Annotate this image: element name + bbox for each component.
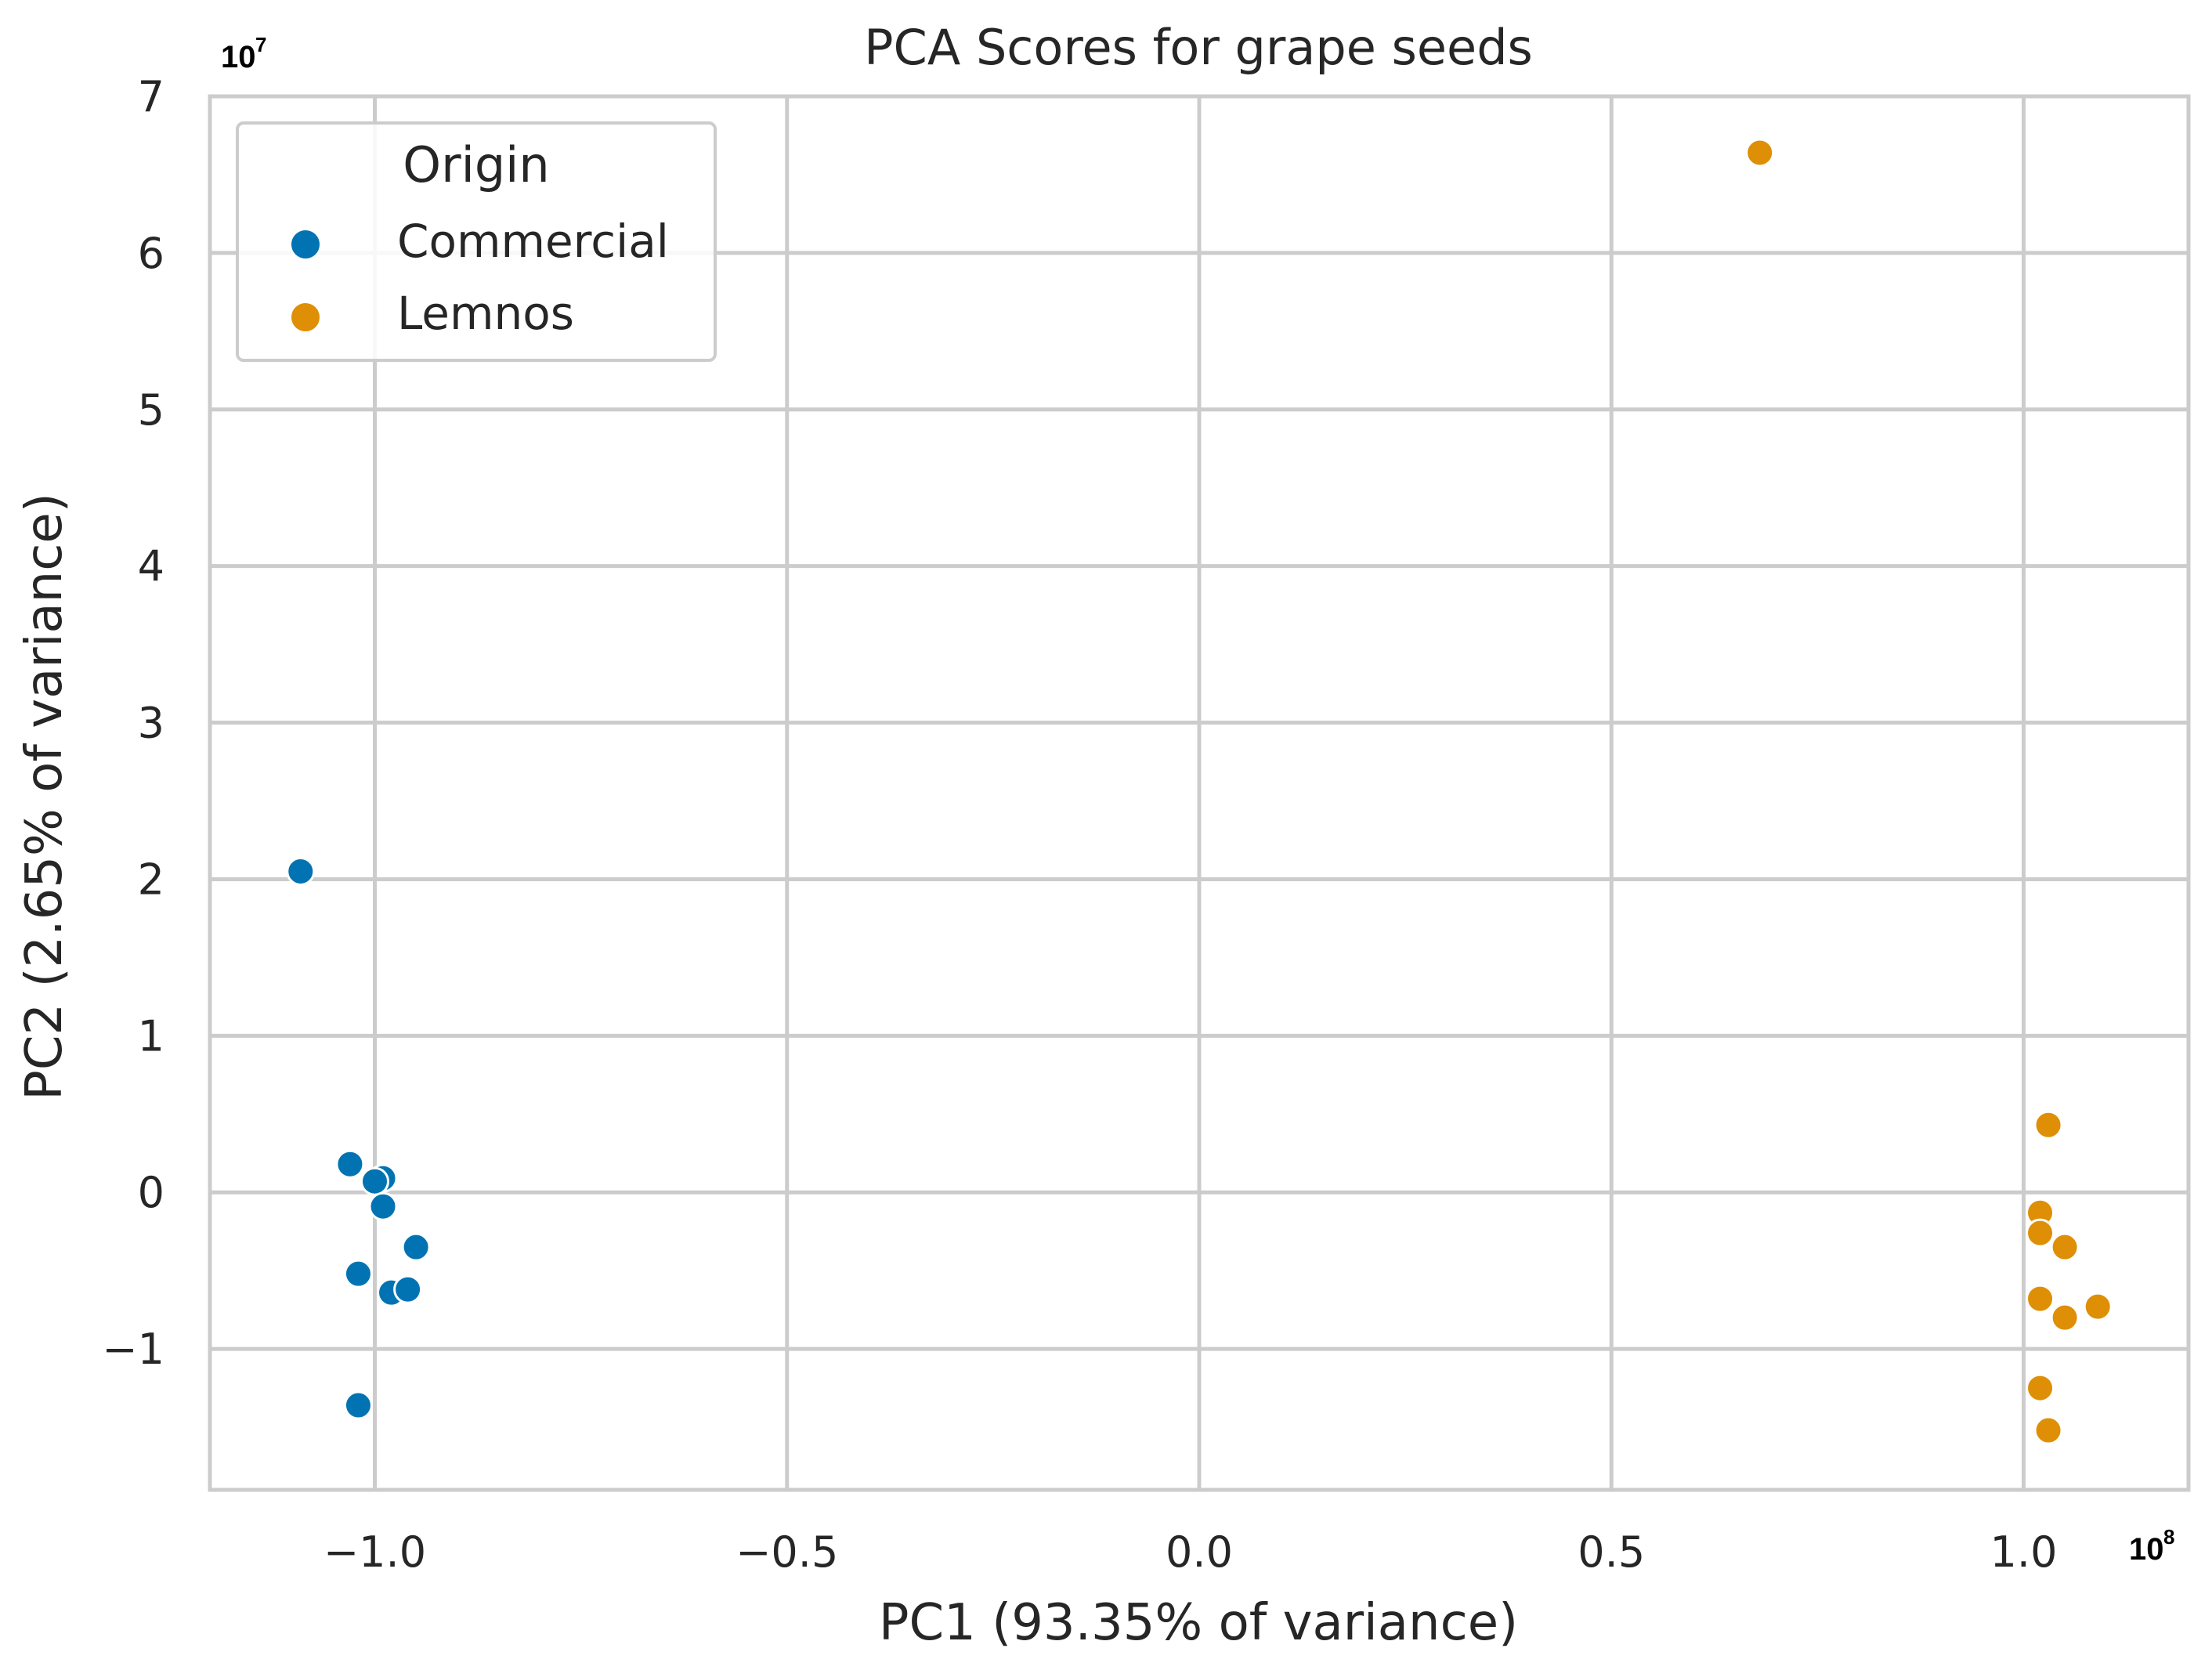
point-commercial: [368, 1191, 398, 1221]
x-axis-title: PC1 (93.35% of variance): [879, 1594, 1518, 1652]
legend-marker-lemnos: [290, 302, 321, 333]
x-tick-label: 0.5: [1578, 1527, 1645, 1577]
y-offset-exponent: 7: [255, 33, 266, 56]
y-axis-title: PC2 (2.65% of variance): [16, 493, 74, 1101]
data-points: [286, 138, 2113, 1445]
legend-marker-commercial: [290, 229, 321, 260]
point-lemnos: [1745, 138, 1775, 168]
point-lemnos: [2026, 1284, 2055, 1314]
legend-box: [236, 121, 717, 362]
point-lemnos: [2050, 1232, 2080, 1262]
legend-title: Origin: [403, 136, 549, 193]
point-lemnos: [2050, 1303, 2080, 1332]
y-tick-label: 1: [138, 1011, 164, 1061]
legend-label-lemnos: Lemnos: [397, 287, 574, 340]
x-tick-label: 0.0: [1166, 1527, 1233, 1577]
x-offset-base: 10: [2129, 1532, 2164, 1567]
point-commercial: [393, 1274, 423, 1304]
point-commercial: [401, 1232, 431, 1262]
x-offset-label: 10 8: [2129, 1525, 2174, 1567]
chart-title: PCA Scores for grape seeds: [864, 19, 1533, 76]
point-commercial: [343, 1390, 373, 1420]
y-tick-label: −1: [102, 1325, 164, 1374]
y-tick-label: 2: [138, 855, 164, 904]
y-tick-label: 6: [138, 229, 164, 278]
y-offset-label: 10 7: [221, 33, 266, 74]
point-commercial: [286, 856, 316, 886]
point-lemnos: [2026, 1218, 2055, 1248]
legend-label-commercial: Commercial: [397, 215, 669, 268]
point-lemnos: [2083, 1292, 2113, 1321]
point-commercial: [360, 1166, 389, 1196]
point-commercial: [335, 1149, 365, 1179]
y-tick-label: 4: [138, 542, 164, 591]
x-tick-label: −1.0: [323, 1527, 426, 1577]
x-tick-label: −0.5: [736, 1527, 838, 1577]
point-lemnos: [2033, 1110, 2063, 1140]
y-tick-label: 7: [138, 72, 164, 121]
y-tick-label: 5: [138, 385, 164, 435]
legend: Origin Commercial Lemnos: [236, 121, 717, 362]
y-offset-base: 10: [221, 40, 256, 74]
tick-labels: −1.0 −0.5 0.0 0.5 1.0 −1 0 1 2 3 4 5 6 7: [102, 72, 2057, 1577]
x-offset-exponent: 8: [2163, 1525, 2174, 1549]
y-tick-label: 3: [138, 699, 164, 748]
y-tick-label: 0: [138, 1168, 164, 1217]
point-lemnos: [2026, 1373, 2055, 1403]
point-lemnos: [2033, 1415, 2063, 1445]
point-commercial: [343, 1259, 373, 1289]
plot-frame: [208, 94, 2191, 1492]
x-tick-label: 1.0: [1990, 1527, 2058, 1577]
